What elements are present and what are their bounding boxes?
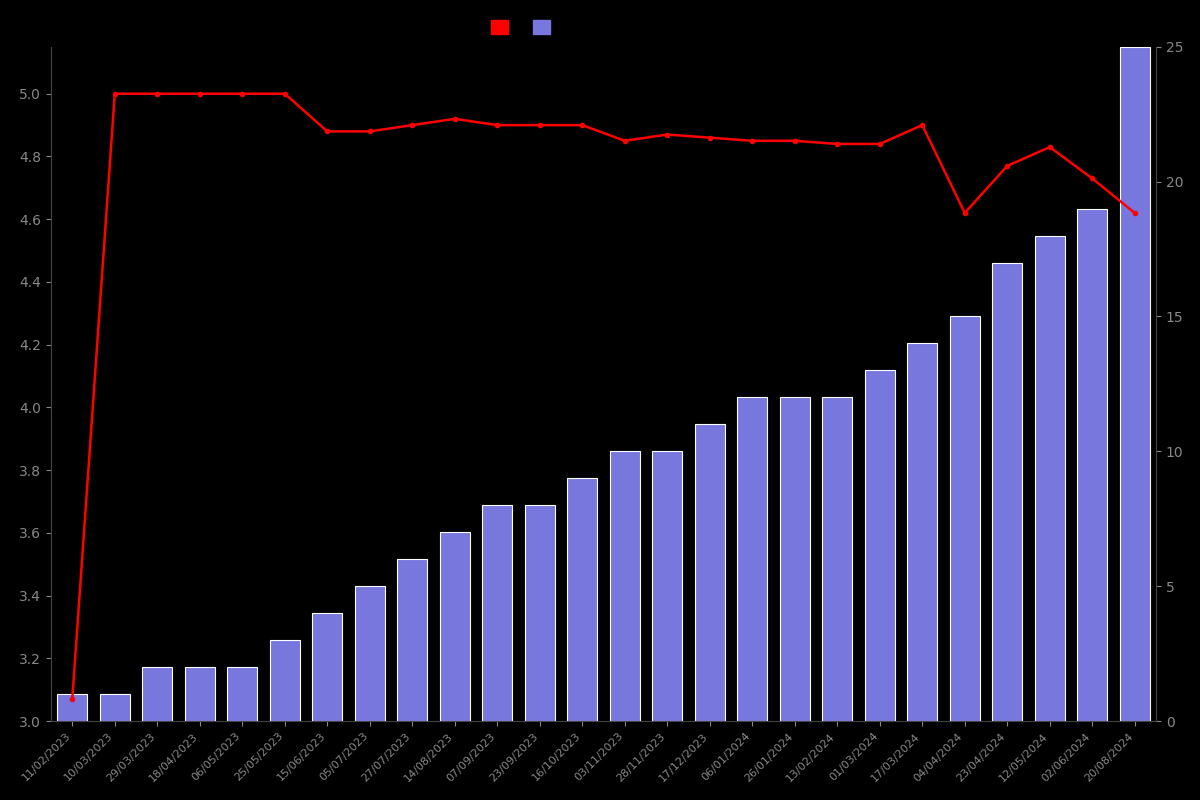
Bar — [185, 667, 215, 721]
Bar — [100, 694, 130, 721]
Bar — [1120, 46, 1150, 721]
Bar — [1034, 235, 1064, 721]
Bar — [780, 398, 810, 721]
Bar — [397, 559, 427, 721]
Bar — [1078, 209, 1108, 721]
Bar — [950, 317, 979, 721]
Bar — [58, 694, 88, 721]
Bar — [865, 370, 895, 721]
Bar — [355, 586, 385, 721]
Bar — [822, 398, 852, 721]
Bar — [143, 667, 172, 721]
Bar — [907, 343, 937, 721]
Bar — [524, 506, 554, 721]
Bar — [312, 614, 342, 721]
Legend: , : , — [485, 13, 568, 42]
Bar — [737, 398, 767, 721]
Bar — [440, 532, 469, 721]
Bar — [227, 667, 257, 721]
Bar — [610, 451, 640, 721]
Bar — [568, 478, 598, 721]
Bar — [270, 640, 300, 721]
Bar — [992, 262, 1022, 721]
Bar — [695, 425, 725, 721]
Bar — [482, 506, 512, 721]
Bar — [653, 451, 682, 721]
